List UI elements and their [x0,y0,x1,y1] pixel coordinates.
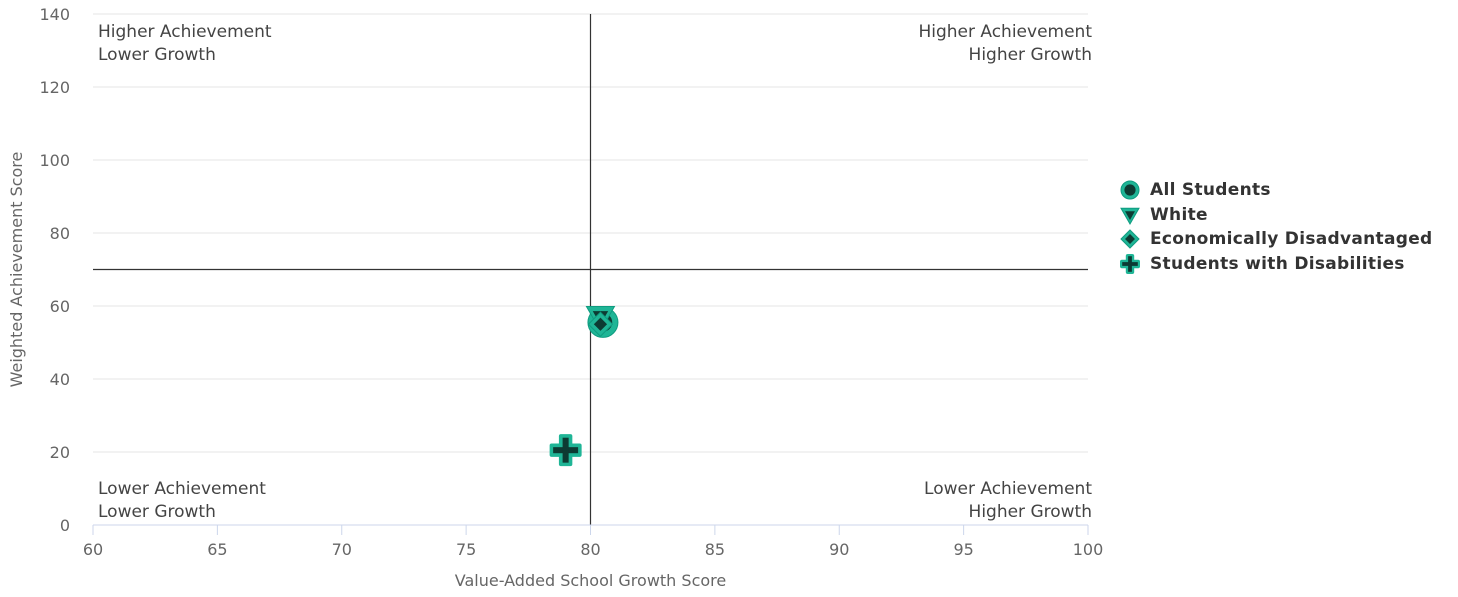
y-tick-label: 0 [60,516,70,535]
y-tick-label: 100 [39,151,70,170]
axes [92,524,1089,535]
legend-label: Economically Disadvantaged [1150,229,1433,250]
y-tick-label: 140 [39,5,70,24]
data-point-economically-disadvantaged[interactable] [587,311,614,337]
y-axis-title: Weighted Achievement Score [7,152,26,388]
y-tick-label: 120 [39,78,70,97]
x-tick-label: 85 [705,540,725,559]
legend-marker [1120,207,1140,225]
quadrant-label-bottom-left: Lower Achievement Lower Growth [98,479,266,522]
reference-lines [93,14,1088,525]
legend-marker [1120,229,1140,249]
chart-legend: All Students White Economically Disadvanta… [1118,178,1433,276]
x-tick-label: 70 [332,540,352,559]
legend-symbol-circle [1120,180,1140,200]
data-points [549,305,619,467]
legend-marker [1120,180,1140,200]
x-tick-label: 75 [456,540,476,559]
x-tick-label: 60 [83,540,103,559]
tick-labels: 0 20 40 60 80 100 120 140 60 65 70 75 80 85 90 95 100 [39,5,1103,559]
legend-item-economically-disadvantaged[interactable]: Economically Disadvantaged [1118,227,1433,252]
legend-symbol-diamond [1120,229,1140,249]
legend-symbol-cross [1120,253,1140,274]
legend-item-students-with-disabilities[interactable]: Students with Disabilities [1118,252,1433,277]
x-axis-title: Value-Added School Growth Score [455,571,726,590]
x-tick-label: 95 [953,540,973,559]
legend-item-white[interactable]: White [1118,203,1433,228]
legend-label: All Students [1150,180,1271,201]
quadrant-label-top-left: Higher Achievement Lower Growth [98,22,272,65]
quadrant-label-bottom-right: Lower Achievement Higher Growth [924,479,1092,522]
x-tick-label: 65 [207,540,227,559]
quadrant-label-top-right: Higher Achievement Higher Growth [918,22,1092,65]
data-point-students-with-disabilities[interactable] [549,434,582,467]
legend-item-all-students[interactable]: All Students [1118,178,1433,203]
x-tick-label: 80 [580,540,600,559]
legend-label: Students with Disabilities [1150,253,1405,274]
y-tick-label: 20 [50,443,70,462]
quadrant-labels: Higher Achievement Lower Growth Higher Ach… [98,22,1092,522]
legend-symbol-triangle-down [1120,207,1140,225]
y-tick-label: 80 [50,224,70,243]
legend-label: White [1150,204,1208,225]
y-tick-label: 40 [50,370,70,389]
legend-marker [1120,253,1140,274]
y-tick-label: 60 [50,297,70,316]
x-tick-label: 100 [1073,540,1104,559]
x-tick-label: 90 [829,540,849,559]
